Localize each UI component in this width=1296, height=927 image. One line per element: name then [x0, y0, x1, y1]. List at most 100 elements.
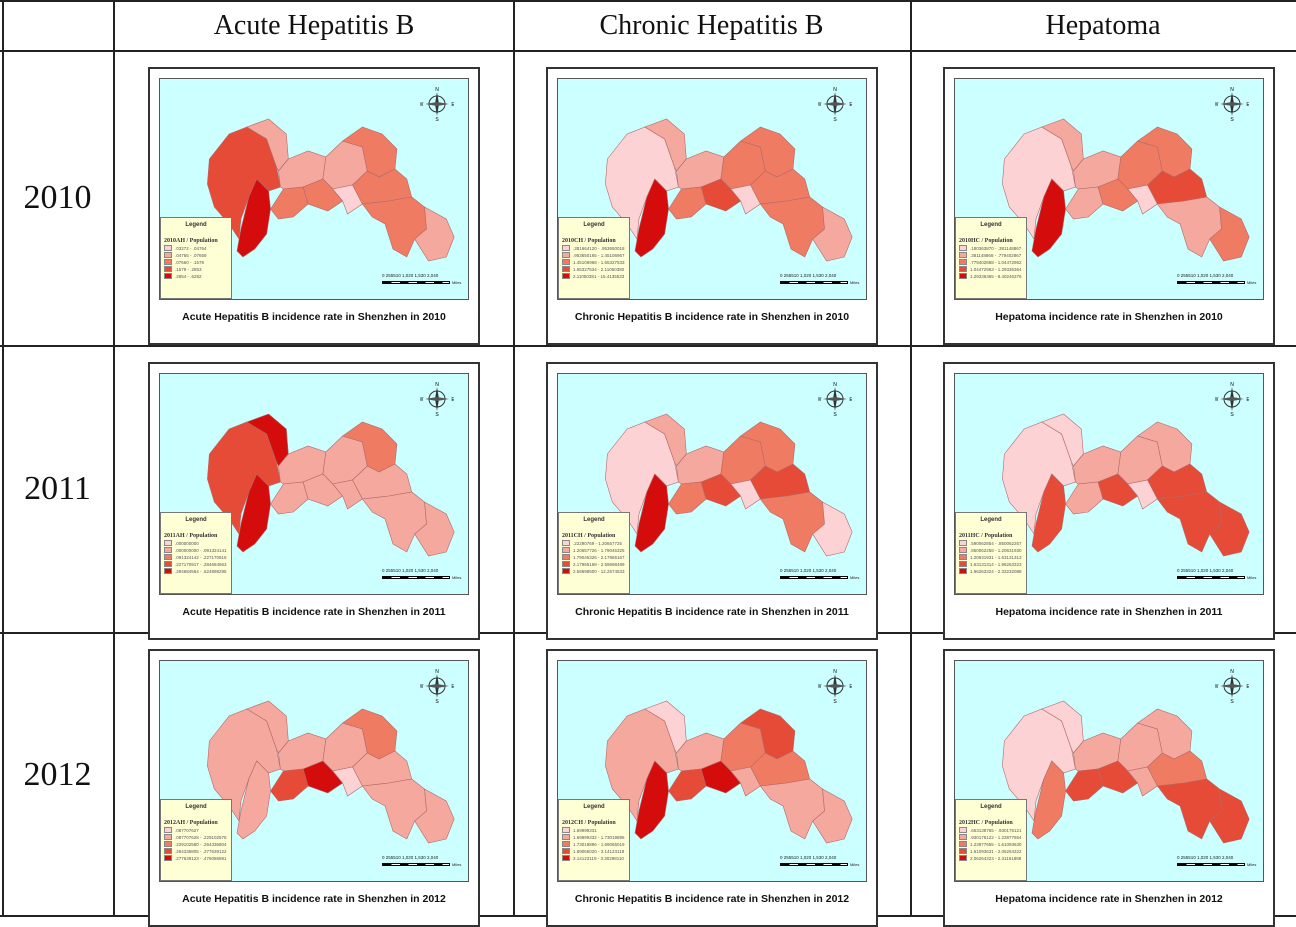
column-header: Acute Hepatitis B [213, 10, 415, 41]
legend-field: 2012CH / Population [562, 820, 616, 826]
legend-title: Legend [185, 517, 207, 523]
legend-swatch [562, 540, 570, 546]
legend-field: 2010CH / Population [562, 238, 616, 244]
legend-swatch [164, 554, 172, 560]
legend-title: Legend [185, 222, 207, 228]
legend-range: .930176122 - 1.23977654 [970, 834, 1022, 840]
legend-row: .087707628 - .229102578 [164, 834, 231, 840]
map-view: N S E W Legend 2010AH / Population.03272 - .0… [159, 78, 469, 300]
district-region [668, 481, 707, 515]
legend-row: .000000000 [164, 540, 231, 546]
district-region [236, 178, 271, 258]
legend-range: 1.79045326 - 2.17965167 [573, 554, 625, 560]
legend-row: .284684564 - .624898295 [164, 568, 231, 574]
legend-range: .087707627 [175, 827, 199, 833]
legend-row: 1.96263324 - 2.33232088 [959, 568, 1026, 574]
district-region [1209, 206, 1250, 262]
legend-swatch [164, 827, 172, 833]
scale-bar-graphic [1177, 576, 1245, 579]
map-view: N S E W Legend 2012HC / Population.653138765 … [954, 660, 1264, 882]
legend-title: Legend [980, 517, 1002, 523]
legend-row: .381664120 - .953650018 [562, 245, 629, 251]
legend-range: .03272 - .04764 [175, 245, 207, 251]
map-panel: NSEWLegend2012CH / Population1.699993311… [546, 649, 878, 927]
compass-label-e: E [451, 102, 454, 108]
legend-swatch [959, 547, 967, 553]
compass-label-w: W [818, 684, 822, 690]
compass-label-s: S [435, 699, 439, 703]
legend-range: .264336805 - .277639122 [175, 848, 227, 854]
district-region [730, 766, 761, 797]
legend-range: .2854 - .6282 [175, 273, 202, 279]
legend-range: .779402868 - 1.04472962 [970, 259, 1022, 265]
legend-range: 2.17965168 - 2.59698499 [573, 561, 625, 567]
district-region [414, 788, 455, 844]
shenzhen-district-map [605, 413, 853, 557]
district-region [730, 479, 761, 510]
legend-range: 1.29336365 - 8.40246376 [970, 273, 1022, 279]
compass-label-e: E [1246, 684, 1249, 690]
legend-row: .091324142 - .227170916 [164, 554, 231, 560]
scale-unit: Miles [452, 575, 462, 580]
scale-bar: 0 255510 1,020 1,530 2,040 Miles [780, 855, 860, 871]
legend-range: .277639123 - .476086891 [175, 855, 227, 861]
legend-swatch [959, 848, 967, 854]
compass-rose-icon: N S E W [420, 669, 454, 703]
scale-bar-graphic [382, 281, 450, 284]
map-legend: Legend 2011CH / Population .22290769 - 1.2… [558, 512, 630, 594]
legend-swatch [959, 834, 967, 840]
compass-label-w: W [1215, 684, 1219, 690]
map-legend: Legend 2010HC / Population .180363870 - .3… [955, 217, 1027, 299]
legend-swatch [562, 252, 570, 258]
map-caption: Acute Hepatitis B incidence rate in Shen… [182, 606, 446, 618]
compass-label-w: W [818, 102, 822, 108]
legend-swatch [562, 841, 570, 847]
district-region [270, 481, 309, 515]
compass-rose-icon: N S E W [818, 669, 852, 703]
legend-row: .653138765 - .930176121 [959, 827, 1026, 833]
legend-swatch [562, 547, 570, 553]
scale-unit: Miles [452, 862, 462, 867]
legend-row: .850062258 - 1.20631930 [959, 547, 1026, 553]
compass-label-n: N [833, 382, 837, 388]
shenzhen-district-map [605, 118, 853, 262]
map-panel: N S E W Legend 2011AH / Population.000000000.… [148, 362, 480, 640]
compass-label-w: W [420, 102, 424, 108]
legend-range: 2.11050381 - 15.4135533 [573, 273, 625, 279]
compass-label-e: E [1246, 102, 1249, 108]
district-region [270, 768, 309, 802]
scale-bar: 0 255510 1,020 1,530 2,040 Miles [780, 568, 859, 584]
legend-field: 2012AH / Population [164, 820, 218, 826]
map-caption: Hepatoma incidence rate in Shenzhen in 2… [995, 606, 1223, 618]
legend-swatch [562, 554, 570, 560]
legend-row: .953650165 - 1.45106967 [562, 252, 629, 258]
scale-bar-graphic [1177, 281, 1245, 284]
legend-row: .277639123 - .476086891 [164, 855, 231, 861]
legend-range: .381664120 - .953650018 [573, 245, 625, 251]
legend-row: .22290769 - 1.20657725 [562, 540, 629, 546]
legend-swatch [164, 273, 172, 279]
legend-range: 2.59698500 - 12.2574533 [573, 568, 625, 574]
district-region [1127, 766, 1158, 797]
legend-range: 1.20631931 - 1.63131313 [970, 554, 1022, 560]
legend-range: .1579 - .2853 [175, 266, 202, 272]
legend-row: .779402868 - 1.04472962 [959, 259, 1026, 265]
legend-swatch [562, 827, 570, 833]
map-view: N S E W Legend 2012AH / Population.087707627.… [159, 660, 469, 882]
shenzhen-district-map [207, 118, 455, 262]
legend-range: 1.73019896 - 1.69065019 [573, 841, 625, 847]
legend-row: 1.20631931 - 1.63131313 [959, 554, 1026, 560]
map-panel: N S E W Legend 2010AH / Population.03272 - .0… [148, 67, 480, 345]
table-vertical-line-0 [2, 0, 4, 917]
table-horizontal-line-2 [0, 345, 1296, 347]
shenzhen-district-map [1002, 118, 1250, 262]
scale-bar: 0 255510 1,020 1,530 2,040 Miles [1177, 855, 1256, 871]
compass-rose-icon: N S E W [1215, 669, 1249, 703]
district-region [812, 206, 853, 262]
legend-row: .180363870 - .381148867 [959, 245, 1026, 251]
legend-row: 1.69999331 [562, 827, 629, 833]
map-legend: Legend 2010CH / Population .381664120 - .9… [558, 217, 630, 299]
scale-unit: Miles [850, 862, 860, 867]
district-region [1156, 491, 1222, 553]
scale-bar-graphic [780, 576, 848, 579]
